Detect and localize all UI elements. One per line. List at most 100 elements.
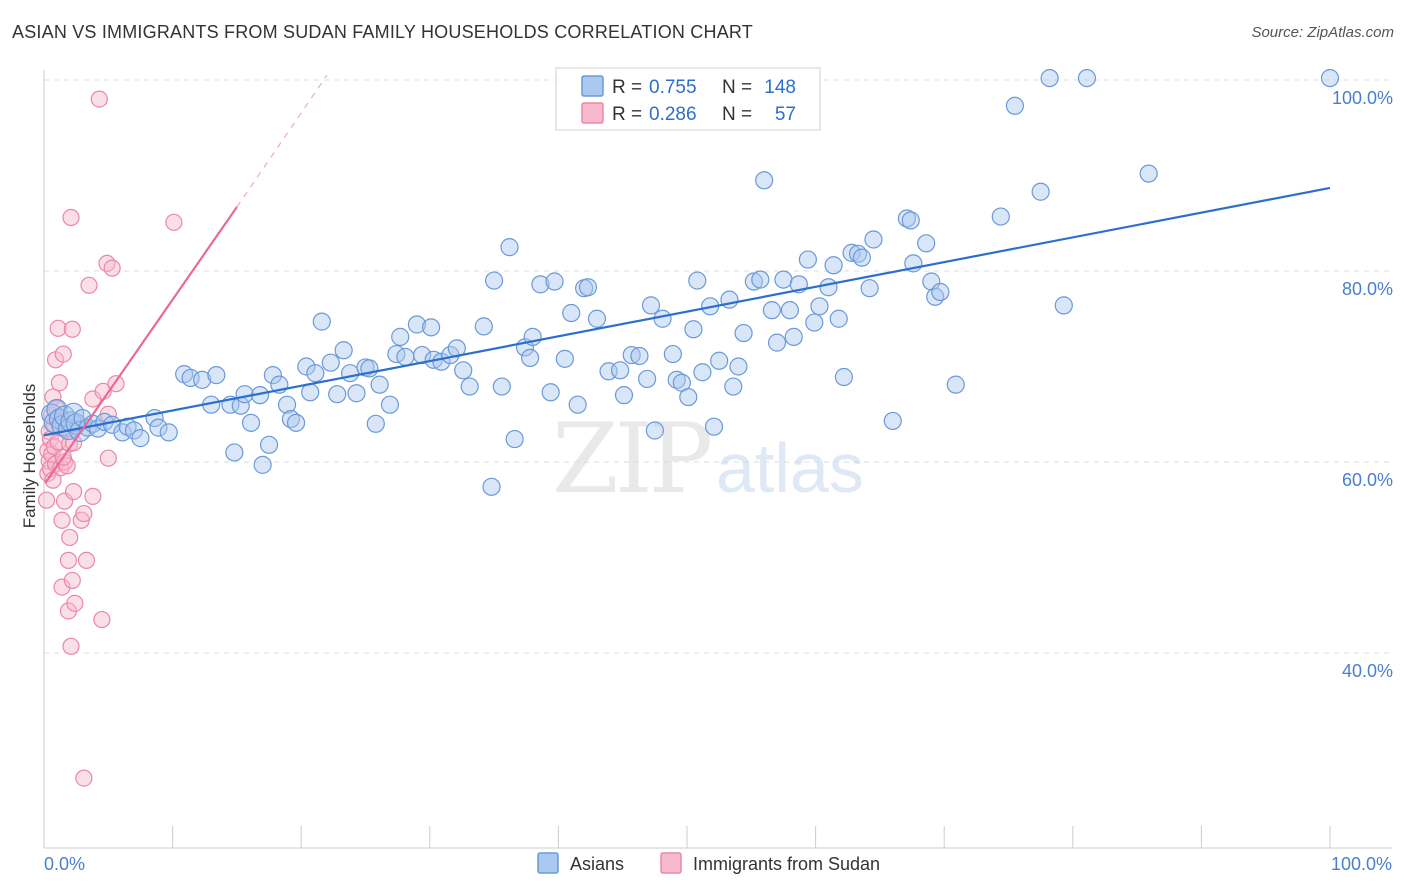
sudan-point-21 [53,511,71,529]
y-tick-label-1: 80.0% [1342,279,1393,299]
axes [43,70,1392,849]
asian-point-57 [391,327,410,346]
asian-point-30 [225,443,244,462]
sudan-point-42 [75,769,93,787]
asian-point-19 [124,421,144,440]
asian-point-104 [710,351,729,370]
legend-r-value-asians: 0.755 [649,77,697,98]
asian-point-43 [301,383,320,402]
sudan-point-38 [66,594,84,612]
sudan-point-28 [59,551,78,569]
legend-swatch-asians [581,75,604,97]
asian-point-35 [253,455,272,474]
asian-point-125 [842,243,861,262]
asian-point-94 [653,309,672,328]
asian-point-128 [860,279,879,298]
asian-point-99 [684,320,703,339]
asian-point-84 [578,278,598,297]
x-tick-label-max: 100.0% [1331,854,1392,874]
asian-point-145 [1139,164,1158,183]
sudan-point-48 [93,610,111,629]
sudan-point-16 [49,319,67,337]
sudan-point-41 [75,504,93,523]
asian-point-33 [241,413,261,432]
sudan-point-0 [37,491,56,509]
asian-point-81 [562,303,581,323]
sudan-point-31 [61,528,79,547]
asian-point-109 [744,272,763,291]
asian-point-132 [901,211,920,230]
asian-point-78 [541,383,560,402]
sudan-point-40 [72,511,90,529]
sudan-point-53 [103,259,121,277]
asian-point-139 [991,207,1010,226]
sudan-point-33 [62,637,80,655]
sudan-point-37 [64,483,83,501]
watermark: ZIP atlas [552,403,864,515]
bottom-legend-swatch-sudan [660,852,682,874]
legend: R = 0.755 N = 148 R = 0.286 N = 57 [555,67,821,131]
asian-point-69 [482,477,501,496]
asian-point-85 [587,309,607,328]
asian-point-47 [328,385,347,404]
asian-point-116 [784,327,803,346]
asian-point-144 [1077,68,1097,88]
y-axis-title: Family Households [20,384,39,529]
asian-point-49 [340,364,360,383]
asian-point-129 [864,230,883,249]
asian-point-20 [131,429,150,448]
bottom-legend: Asians Immigrants from Sudan [537,852,880,874]
asian-point-140 [1005,96,1025,115]
asian-point-95 [663,344,682,364]
x-tick-label-min: 0.0% [44,854,85,874]
source-label: Source: ZipAtlas.com [1251,24,1394,41]
asian-point-70 [485,271,504,290]
y-tick-label-0: 100.0% [1332,88,1393,108]
asian-point-122 [824,256,843,275]
sudan-point-35 [63,571,81,590]
asian-point-93 [645,421,664,440]
y-tick-label-2: 60.0% [1342,470,1393,490]
asian-point-120 [810,297,829,316]
asian-point-46 [321,353,340,372]
watermark-atlas: atlas [716,429,864,507]
asian-point-110 [751,270,770,289]
sudan-point-27 [58,457,76,475]
sudan-point-34 [63,320,81,338]
asian-point-39 [277,395,297,414]
asian-point-96 [667,370,686,389]
asian-point-71 [492,377,511,396]
asian-point-88 [614,386,634,405]
asian-point-123 [829,309,848,328]
asian-point-75 [521,348,540,368]
asian-point-73 [505,429,524,449]
asian-point-44 [306,364,325,383]
asian-point-58 [396,347,415,367]
asian-point-59 [407,315,427,334]
legend-n-value-sudan: 57 [775,104,796,125]
asian-point-114 [774,270,793,289]
asian-point-141 [1031,182,1050,201]
legend-r-value-sudan: 0.286 [649,104,697,125]
asian-point-36 [259,435,279,454]
trend-lines [43,74,1331,484]
sudan-point-51 [99,449,117,467]
asian-point-54 [370,375,389,394]
asian-point-106 [724,377,743,396]
legend-swatch-sudan [581,102,604,124]
bottom-legend-sudan: Immigrants from Sudan [693,854,880,874]
asian-point-92 [641,296,661,315]
asian-point-37 [263,365,283,385]
y-tick-label-3: 40.0% [1342,661,1393,681]
sudan-point-43 [77,551,96,569]
asian-point-119 [805,313,824,332]
asian-point-138 [946,375,965,394]
asian-point-48 [334,341,353,360]
asian-point-82 [568,395,587,414]
asian-point-134 [917,234,936,253]
asian-point-28 [207,365,226,385]
asian-point-142 [1040,68,1059,88]
sudan-point-32 [62,208,80,227]
sudan-point-55 [165,213,183,231]
asian-point-111 [755,171,774,190]
